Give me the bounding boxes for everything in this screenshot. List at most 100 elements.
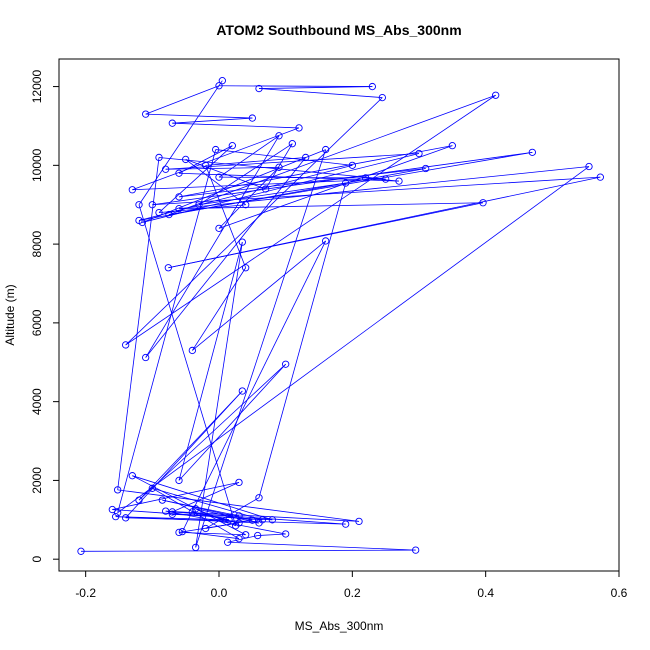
data-point xyxy=(295,124,303,132)
data-point xyxy=(585,162,593,171)
series-segment xyxy=(138,363,286,501)
series-segment xyxy=(172,511,346,525)
series-segment xyxy=(152,151,533,206)
data-point xyxy=(412,546,420,554)
data-point xyxy=(228,141,236,150)
data-point xyxy=(395,177,403,185)
data-point xyxy=(322,237,330,245)
data-point xyxy=(248,516,256,524)
data-point xyxy=(188,346,196,355)
data-point xyxy=(255,84,263,93)
y-tick-label: 4000 xyxy=(30,388,44,415)
data-point xyxy=(448,141,456,150)
data-point xyxy=(348,161,356,169)
data-point xyxy=(175,205,183,213)
data-point xyxy=(242,201,250,209)
series-segment xyxy=(205,497,260,529)
data-point xyxy=(262,185,270,193)
data-point xyxy=(232,522,240,530)
series-segment xyxy=(142,153,420,223)
series-segment xyxy=(172,482,240,513)
series-lines xyxy=(80,80,601,552)
data-point xyxy=(168,510,176,518)
data-point xyxy=(148,201,156,209)
series-segment xyxy=(145,135,280,358)
data-point xyxy=(112,512,120,521)
data-point xyxy=(77,547,85,555)
data-point xyxy=(362,174,370,182)
series-segment xyxy=(117,166,590,514)
series-segment xyxy=(172,117,253,124)
y-axis: 0 2000 4000 6000 8000 10000 12000 xyxy=(30,70,59,563)
series-segment xyxy=(125,390,243,519)
data-point xyxy=(225,516,233,524)
series-segment xyxy=(195,242,243,548)
data-point xyxy=(202,524,210,533)
data-point xyxy=(192,543,200,552)
data-point xyxy=(224,538,232,546)
data-point xyxy=(175,193,183,201)
x-tick-label: 0.6 xyxy=(611,586,628,600)
series-segment xyxy=(158,157,386,180)
data-point xyxy=(238,387,246,395)
series-segment xyxy=(80,549,416,552)
data-point xyxy=(155,208,163,217)
data-point xyxy=(128,186,136,194)
y-tick-label: 8000 xyxy=(30,230,44,257)
data-point xyxy=(128,472,136,480)
y-tick-label: 2000 xyxy=(30,467,44,494)
y-tick-label: 6000 xyxy=(30,309,44,336)
series-segment xyxy=(158,145,233,213)
data-point xyxy=(182,155,190,164)
data-point xyxy=(164,264,172,272)
data-point xyxy=(215,173,223,181)
data-point xyxy=(355,517,363,526)
series-segment xyxy=(195,508,260,524)
data-point xyxy=(215,82,223,90)
data-point xyxy=(158,496,166,504)
series-segment xyxy=(152,176,601,206)
chart-title: ATOM2 Southbound MS_Abs_300nm xyxy=(216,22,461,38)
data-point xyxy=(382,175,390,183)
y-tick-label: 12000 xyxy=(30,70,44,104)
data-point xyxy=(422,164,430,173)
series-segment xyxy=(192,240,326,351)
data-point xyxy=(142,110,150,118)
series-segment xyxy=(185,159,266,190)
data-point xyxy=(275,132,283,140)
series-segment xyxy=(112,481,240,510)
series-segment xyxy=(178,532,246,536)
series-segment xyxy=(158,204,246,213)
series-segment xyxy=(125,97,383,346)
series-segment xyxy=(115,516,260,524)
x-tick-label: -0.2 xyxy=(75,586,96,600)
data-point xyxy=(162,165,170,173)
data-point xyxy=(255,494,263,502)
data-point xyxy=(254,531,262,540)
data-point xyxy=(248,114,256,122)
series-segment xyxy=(142,149,326,223)
data-point xyxy=(212,145,220,154)
data-point xyxy=(235,478,243,487)
data-point xyxy=(288,140,296,148)
series-segment xyxy=(258,182,347,498)
data-point xyxy=(142,353,150,362)
series-segment xyxy=(218,145,453,229)
data-point xyxy=(255,519,263,527)
data-point xyxy=(242,531,250,539)
series-segment xyxy=(152,487,240,540)
series-segment xyxy=(125,94,496,346)
data-point xyxy=(302,153,310,162)
series-segment xyxy=(178,363,286,481)
data-point xyxy=(135,496,143,504)
data-point xyxy=(168,119,176,127)
series-segment xyxy=(145,85,220,115)
data-point xyxy=(242,264,250,272)
series-segment xyxy=(117,157,160,490)
y-tick-label: 0 xyxy=(30,556,44,563)
data-point xyxy=(135,201,143,209)
series-segment xyxy=(258,88,383,98)
data-point xyxy=(235,535,243,543)
series-points xyxy=(77,77,604,555)
